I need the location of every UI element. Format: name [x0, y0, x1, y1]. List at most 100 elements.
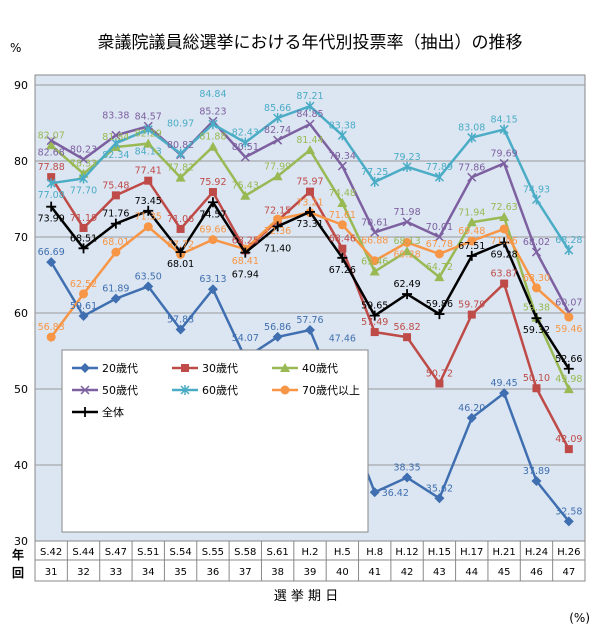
data-label: 71.06: [167, 214, 194, 225]
data-point: [466, 412, 477, 423]
data-point: [338, 244, 347, 253]
y-tick-label: 60: [14, 307, 28, 320]
data-point: [434, 232, 444, 242]
data-point: [531, 247, 542, 257]
data-label: 79.34: [329, 151, 356, 162]
data-label: 71.19: [70, 213, 97, 224]
data-label: 84.15: [491, 114, 518, 125]
data-point: [499, 237, 510, 248]
data-point: [78, 154, 89, 164]
data-label: 71.76: [102, 209, 129, 220]
data-point: [78, 310, 89, 321]
data-point: [175, 172, 186, 182]
y-tick-label: 90: [14, 79, 28, 92]
data-label: 38.35: [393, 463, 420, 474]
session-label: 36: [207, 567, 220, 578]
data-point: [403, 333, 412, 342]
data-point: [208, 119, 218, 130]
data-point: [180, 385, 190, 395]
legend-label: 全体: [102, 405, 124, 419]
data-point: [305, 101, 315, 112]
data-label: 73.31: [296, 219, 323, 230]
data-label: 56.83: [38, 322, 65, 333]
data-point: [434, 493, 445, 504]
x-tick-label: S.55: [202, 547, 224, 558]
legend-label: 20歳代: [102, 362, 138, 375]
data-label: 80.23: [70, 144, 97, 155]
data-point: [499, 224, 509, 234]
x-tick-label: H.2: [302, 547, 319, 558]
data-label: 77.88: [38, 162, 65, 173]
legend-label: 70歳代以上: [302, 384, 360, 397]
data-label: 56.82: [393, 322, 420, 333]
data-label: 83.38: [329, 120, 356, 131]
data-label: 75.43: [232, 181, 259, 192]
data-point: [175, 324, 186, 335]
session-label: 45: [498, 567, 511, 578]
x-tick-label: S.61: [267, 547, 289, 558]
data-point: [176, 224, 185, 233]
data-point: [532, 384, 541, 393]
data-point: [337, 197, 348, 207]
x-axis-title: 選 挙 期 日: [274, 589, 338, 604]
data-point: [435, 379, 444, 388]
x-tick-label: H.24: [525, 547, 548, 558]
y-tick-label: 40: [14, 459, 28, 472]
data-label: 84.13: [135, 147, 162, 158]
x-tick-label: S.44: [72, 547, 94, 558]
data-point: [499, 212, 510, 222]
data-label: 84.57: [135, 111, 162, 122]
data-point: [531, 194, 542, 205]
data-label: 80.82: [167, 140, 194, 151]
data-label: 71.94: [458, 207, 485, 218]
x-tick-label: S.54: [169, 547, 191, 558]
data-point: [80, 385, 90, 395]
data-point: [434, 309, 445, 320]
data-label: 81.44: [296, 135, 323, 146]
data-label: 81.84: [102, 132, 129, 143]
data-point: [402, 161, 412, 172]
x-tick-label: S.58: [234, 547, 256, 558]
x-tick-label: H.5: [334, 547, 351, 558]
data-label: 75.97: [296, 177, 323, 188]
data-label: 52.66: [555, 354, 582, 365]
data-label: 72.36: [264, 226, 291, 237]
data-label: 87.21: [296, 91, 323, 102]
data-label: 74.57: [199, 209, 226, 220]
data-point: [240, 190, 251, 200]
data-label: 75.92: [199, 177, 226, 188]
data-label: 68.25: [232, 235, 259, 246]
unit-note: (%): [569, 611, 590, 625]
session-label: 46: [530, 567, 543, 578]
data-label: 78.33: [70, 159, 97, 170]
session-label: 47: [562, 567, 575, 578]
data-point: [466, 250, 477, 261]
data-label: 74.48: [329, 188, 356, 199]
data-point: [306, 187, 314, 196]
data-point: [402, 472, 413, 483]
data-label: 75.48: [102, 180, 129, 191]
data-point: [273, 214, 283, 224]
data-label: 61.89: [102, 284, 129, 295]
data-label: 65.46: [361, 257, 388, 268]
data-point: [111, 191, 120, 200]
data-point: [531, 476, 542, 487]
data-point: [272, 221, 283, 232]
session-label: 35: [174, 567, 187, 578]
data-label: 79.69: [491, 148, 518, 159]
data-point: [79, 223, 88, 232]
data-point: [563, 516, 574, 527]
data-point: [207, 141, 218, 151]
data-point: [240, 137, 250, 148]
data-label: 68.01: [102, 237, 129, 248]
data-label: 82.34: [102, 150, 129, 161]
legend-item: 40歳代: [272, 362, 338, 375]
data-point: [467, 172, 477, 182]
data-label: 85.66: [264, 103, 291, 114]
data-label: 82.07: [38, 130, 65, 141]
data-point: [176, 148, 186, 159]
data-label: 69.28: [393, 249, 420, 260]
data-point: [207, 197, 218, 208]
data-point: [181, 364, 189, 372]
data-label: 73.45: [135, 196, 162, 207]
